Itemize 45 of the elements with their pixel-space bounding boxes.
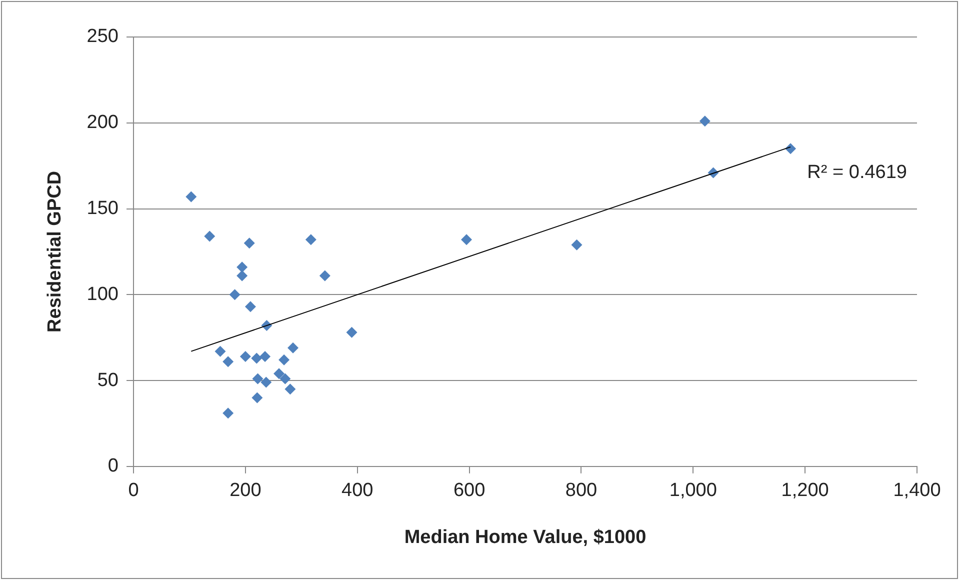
point xyxy=(288,342,298,354)
y-tick-label: 250 xyxy=(86,26,118,48)
x-tick-label: 800 xyxy=(565,480,598,502)
point xyxy=(222,408,234,419)
point xyxy=(460,234,472,246)
x-tick-label: 1,200 xyxy=(781,480,829,502)
point xyxy=(252,392,263,404)
y-tick-label: 150 xyxy=(86,198,118,219)
x-tick-label: 1,400 xyxy=(893,480,941,502)
point xyxy=(260,350,271,362)
point xyxy=(244,238,255,249)
y-tick-label: 100 xyxy=(86,284,118,305)
point xyxy=(252,373,264,384)
point xyxy=(699,116,710,127)
x-tick-label: 600 xyxy=(453,480,486,502)
point xyxy=(240,350,251,362)
point xyxy=(284,384,296,395)
point xyxy=(278,354,290,366)
point xyxy=(260,376,272,388)
y-axis-title: Residential GPCD xyxy=(44,170,66,332)
point xyxy=(346,326,358,338)
x-tick-label: 1,000 xyxy=(669,480,717,502)
point xyxy=(236,270,248,282)
point xyxy=(222,356,234,368)
y-tick-label: 0 xyxy=(108,456,118,477)
point xyxy=(251,352,262,364)
point xyxy=(229,289,240,300)
point xyxy=(571,239,582,250)
x-tick-label: 400 xyxy=(342,480,374,502)
point xyxy=(305,234,316,246)
y-tick-label: 200 xyxy=(86,112,118,134)
point xyxy=(319,270,330,282)
annotation: R² = 0.4619 xyxy=(807,162,907,184)
point xyxy=(785,143,796,154)
x-tick-label: 0 xyxy=(128,480,139,502)
point xyxy=(274,368,285,380)
point xyxy=(244,301,256,312)
point xyxy=(204,230,216,242)
point xyxy=(214,346,226,357)
point xyxy=(236,262,248,273)
x-tick-label: 200 xyxy=(230,480,262,502)
point xyxy=(280,373,291,384)
y-tick-label: 50 xyxy=(97,370,118,391)
point xyxy=(186,191,197,202)
x-axis-title: Median Home Value, $1000 xyxy=(404,526,646,548)
